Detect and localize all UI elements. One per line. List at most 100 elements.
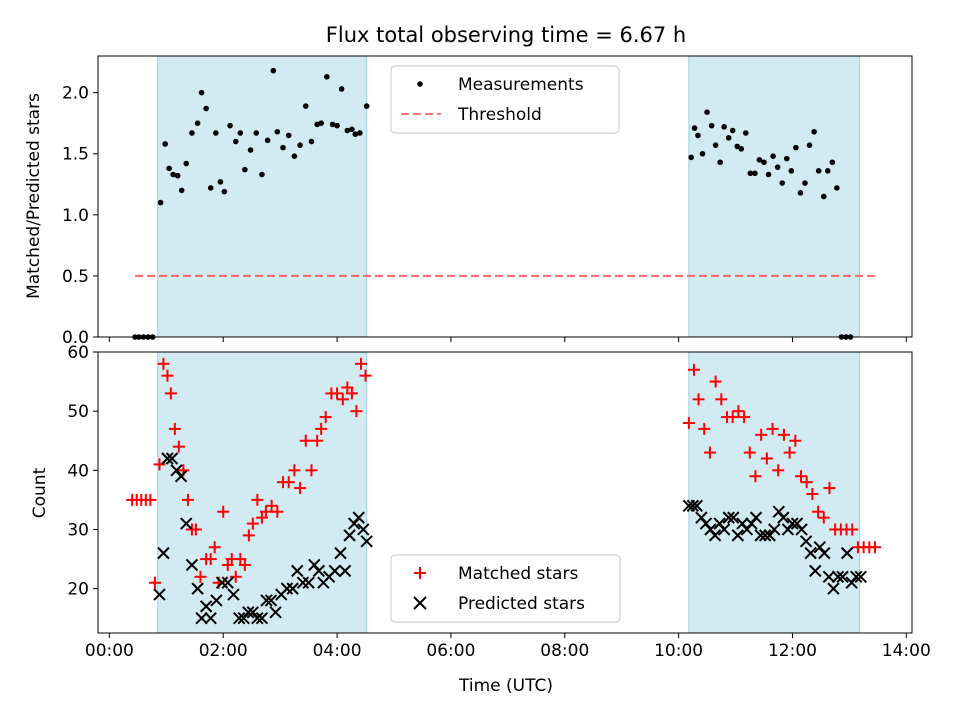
predicted-star-point bbox=[280, 582, 294, 595]
predicted-star-point bbox=[242, 606, 255, 619]
predicted-star-point bbox=[161, 452, 174, 465]
matched-star-point bbox=[311, 434, 324, 447]
measurement-point bbox=[213, 130, 219, 136]
predicted-star-point bbox=[185, 558, 199, 572]
predicted-star-stroke-b bbox=[795, 523, 808, 536]
predicted-star-point bbox=[221, 576, 234, 589]
predicted-star-point bbox=[296, 576, 310, 589]
measurement-point bbox=[227, 122, 233, 129]
measurement-point bbox=[815, 168, 822, 174]
measurement-point bbox=[788, 168, 795, 174]
matched-star-point bbox=[265, 499, 278, 512]
predicted-star-point bbox=[749, 511, 763, 524]
measurement-point bbox=[774, 164, 781, 170]
matched-star-point bbox=[194, 570, 207, 583]
measurement-point bbox=[274, 128, 281, 135]
count-x-ticks: 00:00 02:00 04:00 06:00 08:00 10:00 12:00 14:00 bbox=[85, 633, 931, 661]
predicted-star-point bbox=[343, 529, 356, 542]
measurement-point bbox=[157, 199, 164, 206]
observing-band bbox=[688, 351, 861, 634]
measurement-point bbox=[834, 185, 840, 191]
measurement-point bbox=[752, 170, 758, 177]
measurement-point bbox=[247, 147, 254, 153]
matched-star-point bbox=[749, 470, 762, 483]
predicted-star-point bbox=[686, 499, 700, 513]
matched-star-point bbox=[817, 511, 830, 524]
matched-legend-label: Matched stars bbox=[458, 564, 578, 584]
y-tick-label: 50 bbox=[67, 402, 89, 422]
matched-star-point bbox=[294, 482, 307, 495]
predicted-star-point bbox=[758, 529, 772, 542]
y-tick-label: 0.0 bbox=[62, 328, 89, 348]
predicted-star-stroke-b bbox=[161, 452, 174, 465]
measurement-point bbox=[797, 190, 804, 196]
matched-star-point bbox=[783, 446, 796, 459]
matched-star-point bbox=[766, 422, 779, 435]
measurement-point bbox=[217, 179, 224, 185]
predicted-star-stroke-b bbox=[804, 546, 817, 560]
matched-star-point bbox=[331, 387, 344, 400]
predicted-star-stroke-b bbox=[312, 564, 326, 578]
predicted-star-stroke-b bbox=[334, 546, 347, 560]
matched-star-point bbox=[732, 405, 745, 418]
predicted-star-point bbox=[302, 576, 315, 589]
matched-star-point bbox=[738, 411, 751, 424]
x-tick-label: 04:00 bbox=[313, 641, 362, 661]
measurement-point bbox=[688, 154, 694, 161]
measurement-point bbox=[237, 130, 244, 136]
predicted-star-stroke-b bbox=[302, 576, 315, 589]
matched-star-point bbox=[164, 387, 177, 400]
matched-star-point bbox=[271, 505, 284, 518]
predicted-star-stroke-b bbox=[840, 546, 854, 560]
predicted-star-point bbox=[180, 517, 193, 530]
y-tick-label: 20 bbox=[67, 580, 89, 600]
matched-star-point bbox=[242, 529, 255, 542]
matched-star-point bbox=[698, 422, 711, 435]
predicted-star-stroke-b bbox=[251, 612, 264, 625]
matched-star-point bbox=[354, 357, 367, 370]
count-panel: 20 30 40 50 60 00:00 02:00 04:00 06:00 08:00 10:0… bbox=[30, 343, 931, 696]
matched-star-point bbox=[772, 464, 785, 477]
measurement-point bbox=[708, 122, 715, 129]
measurement-point bbox=[717, 159, 723, 166]
predicted-star-point bbox=[360, 535, 373, 548]
measurement-point bbox=[291, 153, 298, 159]
measurement-point bbox=[183, 160, 190, 167]
predicted-star-stroke-b bbox=[827, 582, 840, 595]
matched-star-point bbox=[869, 541, 881, 554]
predicted-star-stroke-b bbox=[854, 570, 867, 584]
predicted-star-stroke-b bbox=[296, 576, 310, 589]
measurement-point bbox=[811, 128, 817, 135]
measurement-point bbox=[820, 193, 827, 200]
predicted-star-stroke-b bbox=[749, 511, 763, 524]
matched-star-point bbox=[726, 411, 739, 424]
matched-star-point bbox=[800, 476, 813, 489]
predicted-star-point bbox=[818, 546, 831, 560]
measurement-point bbox=[352, 131, 359, 137]
predicted-star-point bbox=[768, 523, 781, 536]
predicted-star-point bbox=[708, 529, 722, 542]
matched-star-point bbox=[238, 558, 251, 571]
measurement-point bbox=[198, 89, 205, 96]
predicted-star-stroke-b bbox=[260, 594, 273, 607]
measurement-point bbox=[761, 159, 767, 166]
x-tick-label: 06:00 bbox=[426, 641, 475, 661]
count-y-ticks: 20 30 40 50 60 bbox=[67, 343, 98, 600]
matched-star-point bbox=[144, 493, 157, 506]
predicted-star-point bbox=[286, 582, 299, 595]
predicted-star-stroke-b bbox=[722, 511, 735, 524]
predicted-star-stroke-b bbox=[255, 612, 269, 625]
predicted-star-point bbox=[727, 511, 740, 524]
measurement-point bbox=[344, 127, 351, 134]
measurement-point bbox=[329, 121, 336, 128]
threshold-legend-label: Threshold bbox=[457, 105, 542, 125]
predicted-star-stroke-b bbox=[754, 529, 767, 542]
matched-star-point bbox=[305, 464, 318, 477]
chart-title: Flux total observing time = 6.67 h bbox=[326, 23, 686, 47]
matched-star-point bbox=[168, 422, 181, 435]
predicted-star-stroke-b bbox=[165, 452, 179, 465]
x-tick-label: 00:00 bbox=[85, 641, 134, 661]
count-legend-box bbox=[390, 554, 621, 623]
measurement-point bbox=[264, 137, 271, 144]
